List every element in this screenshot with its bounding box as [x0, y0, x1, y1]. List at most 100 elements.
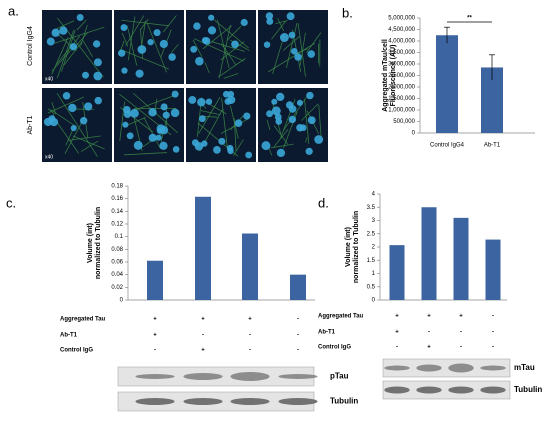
condition-cell: +: [201, 348, 205, 354]
condition-cell: -: [154, 348, 156, 354]
nucleus: [308, 116, 316, 124]
nucleus: [314, 135, 323, 144]
y-tick-label: 3.5: [367, 205, 376, 211]
y-tick-label: 4,500,000: [388, 27, 415, 33]
panel-label: d.: [318, 195, 329, 210]
nucleus: [286, 101, 293, 108]
condition-label: Ab-T1: [60, 333, 78, 339]
nucleus: [149, 134, 157, 142]
nucleus: [80, 117, 87, 124]
nucleus: [173, 146, 180, 153]
y-tick-label: 2: [372, 245, 376, 251]
condition-cell: -: [396, 345, 398, 351]
bar: [290, 275, 306, 300]
nucleus: [276, 93, 284, 101]
nucleus: [121, 68, 127, 74]
condition-cell: +: [153, 317, 157, 323]
nucleus: [271, 99, 277, 105]
nucleus: [171, 108, 180, 117]
row-label: Ab-T1: [27, 115, 34, 134]
nucleus: [161, 103, 168, 110]
nucleus: [225, 98, 232, 105]
nucleus: [47, 38, 55, 46]
nucleus: [208, 15, 214, 21]
nucleus: [71, 125, 77, 131]
blot-band: [183, 373, 222, 380]
condition-cell: -: [297, 317, 299, 323]
nucleus: [51, 29, 59, 37]
y-axis-label: Volume (int): [87, 223, 94, 263]
y-tick-label: 0.04: [111, 272, 123, 278]
blot-band: [384, 366, 409, 371]
nucleus: [213, 146, 221, 154]
nucleus: [159, 142, 167, 150]
nucleus: [118, 50, 125, 57]
nucleus: [168, 53, 175, 60]
y-tick-label: 0: [120, 298, 124, 304]
nucleus: [227, 145, 234, 152]
y-tick-label: 0.12: [111, 222, 123, 228]
significance: **: [467, 16, 472, 22]
y-axis-label: Volume (int): [345, 227, 352, 267]
condition-cell: +: [395, 330, 399, 336]
nucleus: [44, 118, 52, 126]
blot-label: mTau: [514, 363, 535, 372]
blot-band: [135, 374, 174, 379]
blot-band: [384, 387, 409, 394]
condition-cell: -: [249, 333, 251, 339]
condition-cell: +: [427, 345, 431, 351]
nucleus: [261, 141, 270, 150]
condition-cell: +: [459, 314, 463, 320]
bar: [486, 240, 501, 300]
nucleus: [235, 119, 243, 127]
y-tick-label: 0.06: [111, 260, 123, 266]
bar: [436, 35, 458, 133]
nucleus: [307, 50, 315, 58]
nucleus: [287, 12, 295, 20]
y-axis-label: normalized to Tubulin: [95, 207, 102, 279]
condition-cell: -: [202, 333, 204, 339]
nucleus: [156, 135, 162, 141]
panel-label: b.: [342, 5, 353, 20]
y-axis-label: normalized to Tubulin: [353, 211, 360, 283]
y-tick-label: 4,000,000: [388, 39, 415, 45]
y-tick-label: 0.08: [111, 247, 123, 253]
y-tick-label: 2.5: [367, 231, 376, 237]
condition-cell: -: [428, 330, 430, 336]
condition-cell: +: [427, 314, 431, 320]
blot-band: [448, 387, 473, 394]
nucleus: [127, 132, 134, 139]
y-tick-label: 0: [372, 298, 376, 304]
condition-label: Control IgG: [60, 348, 93, 354]
y-tick-label: 1.5: [367, 258, 376, 264]
nucleus: [202, 37, 208, 43]
nucleus: [124, 110, 132, 118]
y-tick-label: 1,000,000: [388, 108, 415, 114]
blot-band: [416, 387, 441, 394]
condition-cell: -: [492, 345, 494, 351]
condition-cell: -: [492, 314, 494, 320]
x-tick-label: Ab-T1: [484, 143, 501, 149]
nucleus: [208, 26, 216, 34]
condition-cell: -: [297, 348, 299, 354]
nucleus: [121, 24, 128, 31]
y-axis-label: Fluorescence (AU): [390, 45, 397, 107]
nucleus: [157, 128, 163, 134]
nucleus: [94, 58, 102, 66]
nucleus: [63, 92, 70, 99]
nucleus: [188, 96, 196, 104]
blot-band: [480, 366, 505, 371]
nucleus: [148, 108, 156, 116]
nucleus: [223, 91, 230, 98]
condition-label: Aggregated Tau: [318, 314, 364, 320]
y-tick-label: 1: [372, 271, 376, 277]
nucleus: [82, 72, 89, 79]
condition-label: Control IgG: [318, 345, 351, 351]
condition-cell: -: [460, 330, 462, 336]
condition-cell: +: [153, 333, 157, 339]
nucleus: [306, 92, 313, 99]
magnification: x40: [45, 154, 53, 160]
nucleus: [197, 98, 205, 106]
y-tick-label: 3: [372, 218, 376, 224]
bar: [422, 207, 437, 300]
